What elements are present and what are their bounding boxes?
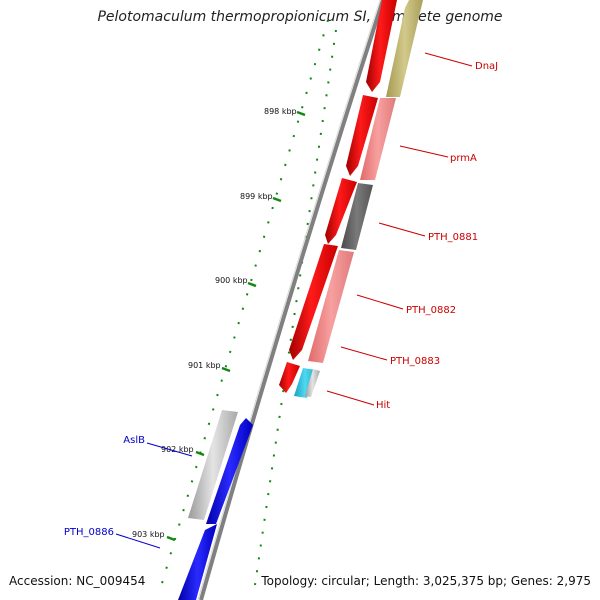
tick-track bbox=[159, 19, 329, 591]
gene-label[interactable]: DnaJ bbox=[475, 61, 498, 72]
gene-label-leader bbox=[378, 222, 426, 237]
gene-prma[interactable] bbox=[346, 95, 378, 176]
gene-label-leader bbox=[115, 533, 161, 549]
gene-pink-long[interactable] bbox=[308, 250, 354, 363]
tick-mark bbox=[221, 366, 231, 373]
gene-pth0882[interactable] bbox=[289, 244, 338, 360]
tick-marks: 898 kbp 899 kbp 900 kbp 901 kbp 902 kbp 903 k… bbox=[132, 107, 306, 542]
gene-label-leader bbox=[399, 145, 449, 158]
gene-aslb-blue[interactable] bbox=[206, 418, 253, 524]
forward-strand-genes bbox=[279, 0, 397, 393]
tick-label: 902 kbp bbox=[161, 445, 194, 454]
tick-label: 903 kbp bbox=[132, 530, 165, 539]
gene-labels: DnaJ prmA PTH_0881 PTH_0882 PTH_0883 Hit AslB P… bbox=[64, 52, 498, 549]
tick-mark bbox=[272, 196, 282, 203]
tick-label: 898 kbp bbox=[264, 107, 297, 116]
tick-mark bbox=[247, 281, 257, 288]
reverse-strand-genes bbox=[294, 0, 423, 398]
topology-label: Topology: circular; Length: 3,025,375 bp… bbox=[261, 574, 591, 588]
tick-label: 899 kbp bbox=[240, 192, 273, 201]
gene-label[interactable]: PTH_0886 bbox=[64, 527, 114, 538]
tick-mark bbox=[195, 450, 205, 457]
tick-label: 901 kbp bbox=[188, 361, 221, 370]
gene-label-leader bbox=[424, 52, 473, 67]
gene-label-leader bbox=[326, 390, 375, 406]
gene-label[interactable]: PTH_0883 bbox=[390, 356, 440, 367]
gene-label-leader bbox=[356, 294, 404, 310]
gene-pth0883[interactable] bbox=[279, 362, 300, 393]
tick-mark bbox=[296, 110, 306, 117]
gene-prma-pink[interactable] bbox=[360, 98, 396, 180]
gene-label[interactable]: Hit bbox=[376, 400, 390, 411]
gene-pth0881[interactable] bbox=[325, 178, 357, 244]
gene-dnaj[interactable] bbox=[366, 0, 397, 92]
gene-olive-block[interactable] bbox=[386, 0, 423, 97]
accession-label: Accession: NC_009454 bbox=[9, 574, 146, 588]
gene-pth0886-blue[interactable] bbox=[178, 524, 217, 600]
gene-label[interactable]: AslB bbox=[123, 435, 145, 446]
gene-label-leader bbox=[146, 442, 193, 457]
gene-label-leader bbox=[340, 346, 388, 361]
gene-hit-gray[interactable] bbox=[305, 369, 320, 397]
gene-label[interactable]: PTH_0881 bbox=[428, 232, 478, 243]
gene-hit-cyan[interactable] bbox=[294, 368, 316, 398]
gene-aslb-gray[interactable] bbox=[188, 410, 238, 520]
map-title: Pelotomaculum thermopropionicum SI, comp… bbox=[97, 9, 503, 25]
tick-mark bbox=[166, 535, 176, 542]
gene-dark-gray[interactable] bbox=[341, 183, 373, 250]
tick-label: 900 kbp bbox=[215, 276, 248, 285]
genome-backbone bbox=[197, 0, 385, 600]
gene-label[interactable]: prmA bbox=[450, 153, 477, 164]
gene-label[interactable]: PTH_0882 bbox=[406, 305, 456, 316]
aslb-region-genes bbox=[178, 410, 253, 600]
